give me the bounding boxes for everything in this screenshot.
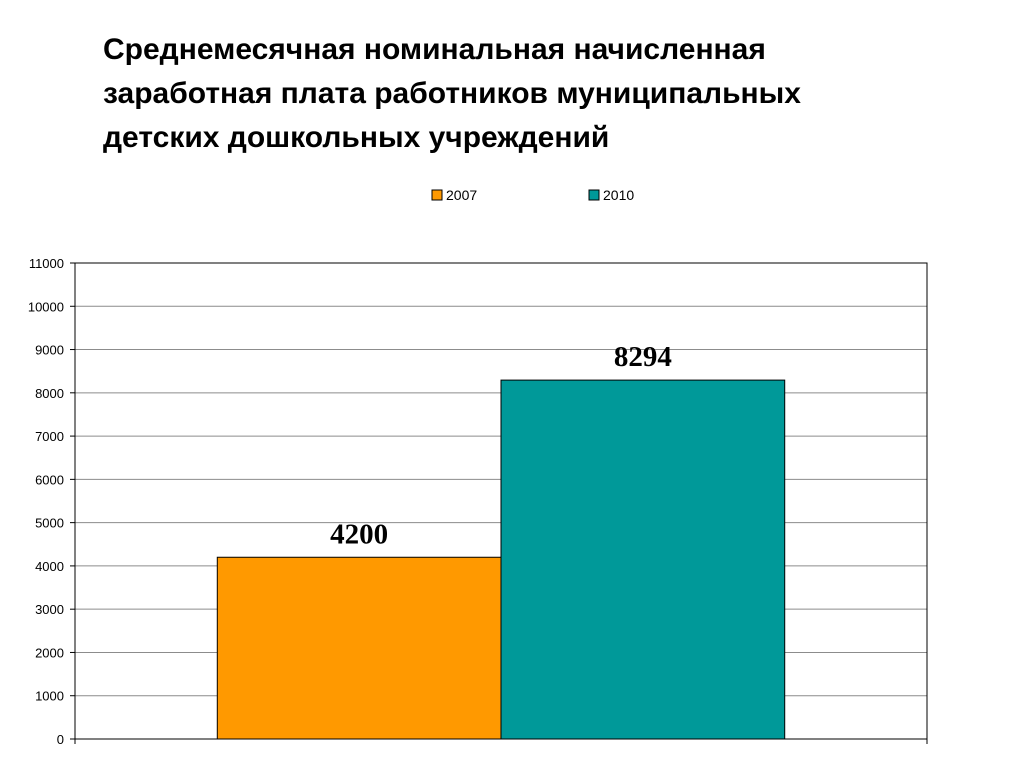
y-tick-label-6000: 6000 <box>35 472 64 487</box>
data-label-2007: 4200 <box>330 518 388 550</box>
y-axis: 0 1000 2000 3000 4000 5000 6000 7000 8000 9000 100… <box>28 256 928 747</box>
y-tick-label-5000: 5000 <box>35 516 64 531</box>
legend-swatch-2010 <box>588 189 600 201</box>
y-tick-label-0: 0 <box>57 732 64 747</box>
chart-data-labels: 4200 8294 <box>330 341 672 550</box>
y-tick-label-9000: 9000 <box>35 343 64 358</box>
legend-swatch-2007 <box>431 189 443 201</box>
chart-title-line-3: детских дошкольных учреждений <box>103 121 610 154</box>
legend-label-2007: 2007 <box>446 187 477 203</box>
plot-area-frame <box>74 262 928 740</box>
bar-2010 <box>500 379 786 740</box>
y-tick-label-8000: 8000 <box>35 386 64 401</box>
y-tick-label-11000: 11000 <box>29 256 64 271</box>
chart-title: Среднемесячная номинальная начисленная з… <box>103 28 983 160</box>
y-tick-label-4000: 4000 <box>35 559 64 574</box>
y-tick-label-10000: 10000 <box>28 299 64 314</box>
chart-title-line-1: Среднемесячная номинальная начисленная <box>103 33 766 66</box>
y-tick-label-7000: 7000 <box>35 429 64 444</box>
chart-bars <box>216 379 786 740</box>
chart-legend: 2007 2010 <box>431 187 634 203</box>
data-label-2010: 8294 <box>614 341 672 373</box>
chart-title-line-2: заработная плата работников муниципальны… <box>103 77 801 110</box>
y-tick-label-1000: 1000 <box>35 689 64 704</box>
bar-2007 <box>216 556 502 740</box>
legend-label-2010: 2010 <box>603 187 634 203</box>
y-tick-label-2000: 2000 <box>35 645 64 660</box>
y-tick-label-3000: 3000 <box>35 602 64 617</box>
